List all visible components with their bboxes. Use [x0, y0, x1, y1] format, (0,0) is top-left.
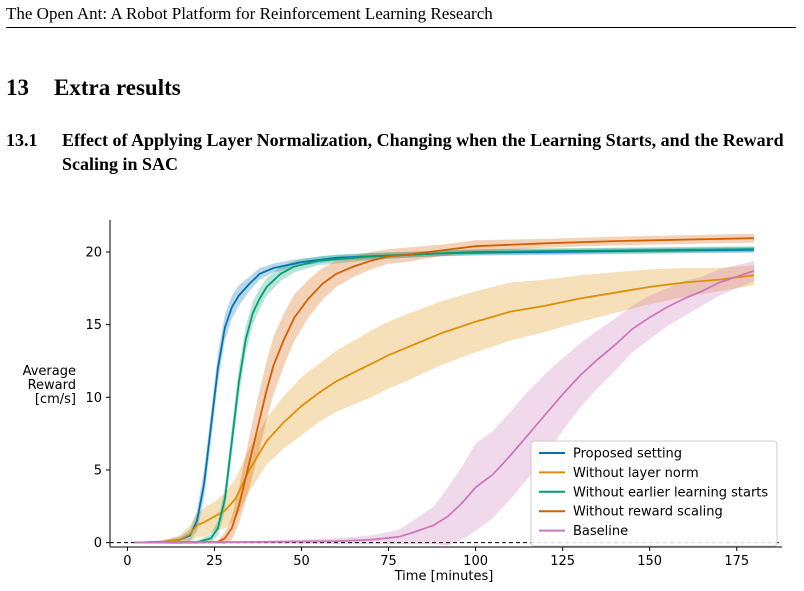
chart-axes: 0 25 50 75 100 125 150 175 0 5 10 15 20	[85, 220, 782, 569]
without-layer-norm-line	[134, 274, 755, 544]
x-axis-label: Time [minutes]	[394, 569, 494, 584]
subsection-title: Effect of Applying Layer Normalization, …	[62, 130, 784, 174]
x-tick-label: 150	[637, 554, 662, 569]
subsection-heading: 13.1 Effect of Applying Layer Normalizat…	[6, 128, 796, 176]
baseline-line	[134, 270, 755, 544]
x-tick-label: 50	[293, 554, 310, 569]
legend-label-proposed-setting: Proposed setting	[573, 447, 682, 462]
x-tick-label: 25	[206, 554, 223, 569]
x-tick-label: 125	[550, 554, 575, 569]
y-axis-label-line: Reward	[28, 378, 76, 393]
without-earlier-learning-starts-line	[134, 248, 755, 544]
x-tick-label: 75	[380, 554, 397, 569]
without-layer-norm-band	[134, 265, 755, 545]
y-axis-label-line: Average	[23, 364, 76, 379]
legend-frame	[530, 440, 778, 547]
proposed-setting-band	[134, 246, 755, 544]
subsection-number: 13.1	[6, 130, 38, 150]
without-reward-scaling-line	[134, 237, 755, 544]
legend-label-baseline: Baseline	[573, 524, 628, 539]
confidence-bands	[134, 233, 755, 546]
y-tick-label: 15	[85, 318, 102, 333]
section-number: 13	[6, 75, 29, 100]
y-axis-label-line: [cm/s]	[35, 392, 76, 407]
reward-chart: 0 25 50 75 100 125 150 175 0 5 10 15 20 AverageRewar…	[23, 220, 782, 584]
x-tick-label: 0	[123, 554, 131, 569]
without-reward-scaling-band	[134, 233, 755, 545]
chart-legend: Proposed setting Without layer norm Withou…	[530, 440, 778, 547]
legend-label-without-reward-scaling: Without reward scaling	[573, 505, 723, 520]
x-axis-label-text: Time [minutes]	[394, 569, 494, 584]
section-title: Extra results	[54, 75, 181, 100]
legend-label-without-layer-norm: Without layer norm	[573, 466, 699, 481]
header-rule	[6, 27, 796, 28]
legend-label-without-earlier-learning-starts: Without earlier learning starts	[573, 485, 768, 500]
y-tick-label: 10	[85, 391, 102, 406]
y-tick-label: 5	[94, 463, 102, 478]
series-lines	[134, 237, 755, 544]
y-tick-label: 0	[94, 536, 102, 551]
baseline-band	[134, 260, 755, 546]
running-header: The Open Ant: A Robot Platform for Reinf…	[6, 4, 493, 23]
x-tick-label: 100	[463, 554, 488, 569]
y-tick-label: 20	[85, 245, 102, 260]
section-heading: 13 Extra results	[6, 75, 181, 101]
x-tick-label: 175	[724, 554, 749, 569]
